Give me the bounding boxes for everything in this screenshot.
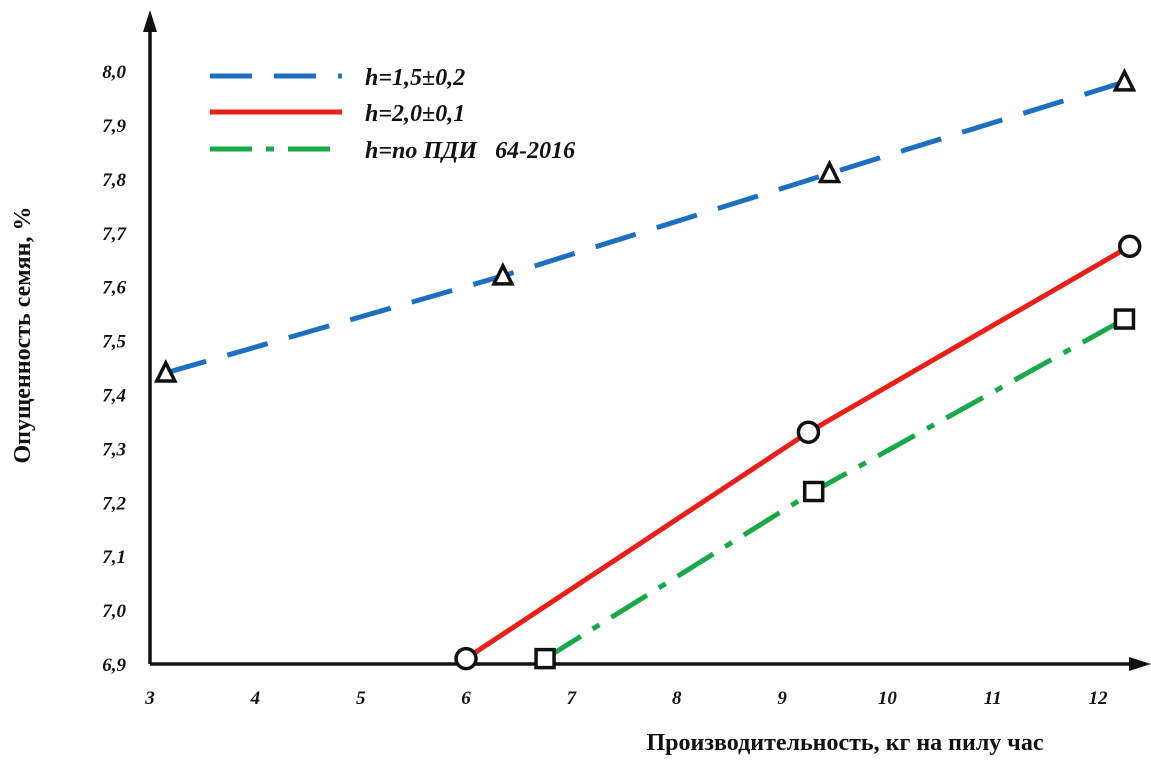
x-tick-label: 12 [1089, 688, 1109, 709]
y-tick-label: 7,6 [102, 278, 126, 299]
x-tick-label: 6 [461, 688, 471, 709]
series-line-3 [543, 316, 1126, 661]
y-tick-labels: 6,9 7,0 7,1 7,2 7,3 7,4 7,5 7,6 7,7 7,8 7,9 8,0 [102, 62, 127, 676]
y-tick-label: 7,9 [102, 116, 126, 137]
data-point-series-3 [534, 647, 556, 670]
series-markers [153, 67, 1142, 671]
data-point-series-1 [817, 159, 842, 184]
y-axis-arrow-icon [143, 10, 157, 32]
y-tick-label: 8,0 [102, 62, 126, 83]
x-tick-label: 4 [250, 688, 261, 709]
series-line-1 [165, 79, 1126, 376]
legend-label-series-3: h=по ПДИ 64-2016 [365, 138, 575, 164]
y-tick-label: 7,8 [102, 170, 126, 191]
x-tick-label: 11 [984, 688, 1002, 709]
x-axis-arrow-icon [1129, 657, 1151, 671]
x-tick-label: 9 [777, 688, 787, 709]
x-tick-label: 3 [144, 688, 155, 709]
data-point-series-2 [1117, 234, 1142, 259]
x-tick-label: 5 [356, 688, 366, 709]
data-point-series-3 [802, 480, 825, 503]
series-line-2 [464, 244, 1131, 661]
y-tick-label: 7,1 [102, 547, 126, 568]
y-tick-label: 7,5 [102, 332, 126, 353]
y-tick-label: 7,3 [102, 439, 126, 460]
x-tick-label: 7 [567, 688, 578, 709]
y-tick-label: 7,4 [102, 386, 126, 407]
y-axis-title: Опущенность семян, % [10, 207, 36, 464]
legend-label-series-2: h=2,0±0,1 [365, 101, 465, 127]
data-point-series-1 [491, 262, 515, 286]
legend: h=1,5±0,2 h=2,0±0,1 h=по ПДИ 64-2016 [210, 65, 575, 164]
x-axis-title: Производительность, кг на пилу час [647, 730, 1044, 756]
x-tick-labels: 3 4 5 6 7 8 9 10 11 12 [144, 688, 1108, 709]
y-tick-label: 7,0 [102, 601, 126, 622]
data-point-series-1 [153, 359, 178, 383]
y-tick-label: 7,7 [102, 224, 127, 245]
series-lines [165, 79, 1131, 661]
data-point-series-2 [796, 420, 821, 444]
x-tick-label: 10 [878, 688, 898, 709]
data-point-series-1 [1112, 67, 1137, 92]
data-point-series-3 [1113, 308, 1136, 330]
data-point-series-2 [454, 646, 478, 671]
y-tick-label: 7,2 [102, 493, 126, 514]
y-tick-label: 6,9 [102, 655, 126, 676]
legend-label-series-1: h=1,5±0,2 [365, 65, 465, 91]
x-tick-label: 8 [672, 688, 682, 709]
